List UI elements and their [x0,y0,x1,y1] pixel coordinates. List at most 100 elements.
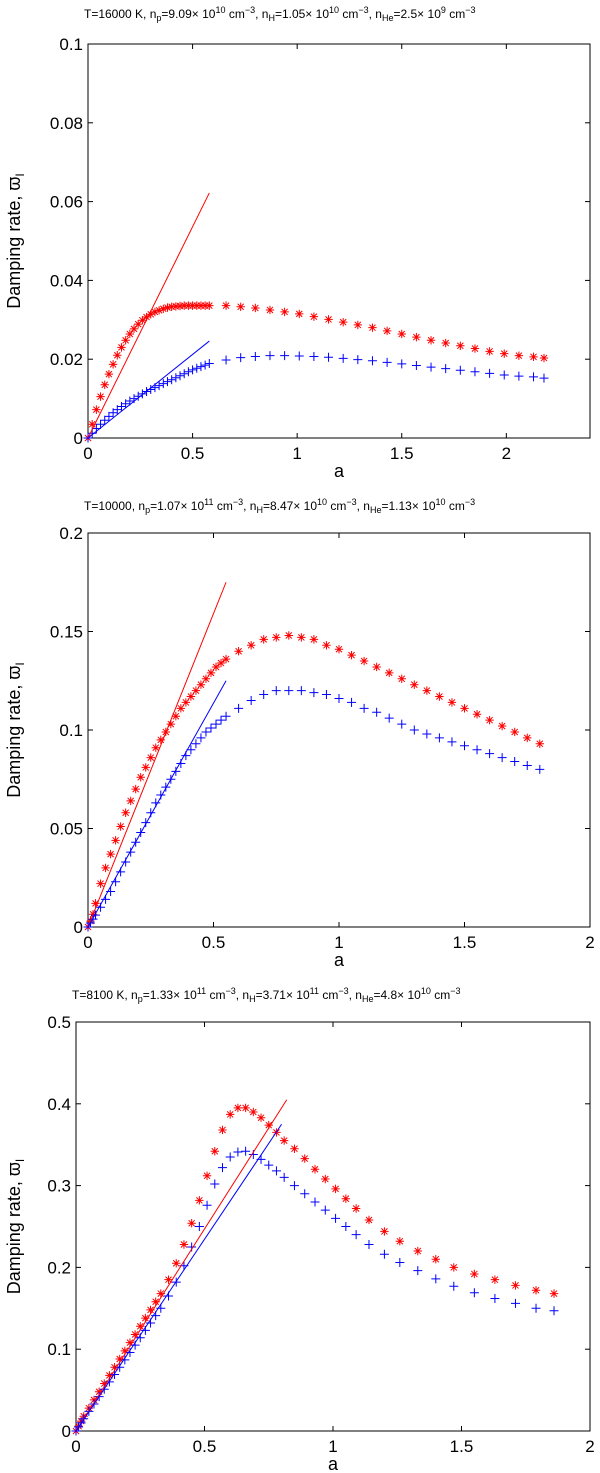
data-point-plus [280,351,290,361]
data-point-star [279,1136,289,1145]
chart-title-part: 11 [204,497,213,507]
data-point-plus [294,351,304,361]
data-point-plus [154,381,164,391]
data-point-star [96,392,105,401]
data-point-star [511,1281,520,1290]
chart-title-part: −3 [465,5,475,15]
axes-box [87,43,591,439]
data-point-plus [353,355,363,365]
data-point-star [191,686,201,695]
data-point-plus [382,357,392,367]
data-point-plus [133,391,143,401]
chart-title-part: −3 [338,986,348,996]
data-point-star [134,319,143,329]
data-point-star [91,899,100,908]
data-point-star [341,1194,351,1203]
data-point-plus [441,364,451,374]
chart-title-part: 10 [421,986,431,996]
data-point-plus [196,362,206,372]
red-star-series [83,631,544,932]
y-tick-label: 0.05 [50,820,83,839]
data-point-plus [485,368,495,378]
data-point-plus [434,733,444,743]
data-point-plus [529,372,539,382]
chart-title-part: , n [236,988,249,1002]
data-point-star [397,329,406,339]
data-point-plus [161,782,171,792]
data-point-star [138,315,147,325]
data-point-plus [309,351,319,361]
data-point-plus [320,1205,330,1215]
data-point-star [146,1305,155,1315]
data-point-star [324,315,333,324]
data-point-plus [175,371,185,381]
y-tick-label: 0.1 [59,721,83,740]
data-point-star [166,719,176,729]
red-line [75,1099,288,1432]
data-point-plus [531,1303,541,1313]
data-point-star [431,1255,440,1264]
data-point-plus [510,757,520,767]
data-point-star [351,1204,361,1213]
data-point-plus [384,713,394,723]
data-point-plus [137,389,147,399]
data-point-star [154,306,164,315]
data-point-star [246,641,256,650]
data-point-plus [472,745,482,755]
data-point-star [181,698,191,707]
data-point-star [100,380,109,390]
chart-title-part: cm [339,7,358,21]
chart-title: T=8100 K, np=1.33× 1011 cm−3, nH=3.71× 1… [72,986,460,1004]
x-tick-label: 0.5 [202,933,226,952]
data-point-plus [216,715,226,725]
data-point-star [126,796,135,806]
x-tick-label: 1.5 [390,444,414,463]
data-point-star [100,1379,109,1388]
data-point-star [201,674,211,683]
data-point-star [514,351,524,360]
y-tick-label: 0.4 [47,1095,71,1114]
data-point-star [205,301,214,310]
data-point-plus [265,351,275,361]
chart-title-part: H [256,505,263,515]
data-point-star [125,329,135,339]
data-point-star [500,349,509,358]
data-point-plus [259,690,269,700]
fit-line [87,192,210,439]
data-point-plus [246,695,256,705]
data-point-plus [221,711,231,721]
y-axis-label-subscript: I [13,662,27,665]
data-point-star [101,863,110,873]
data-point-plus [449,1281,459,1291]
chart-title-part: −3 [450,986,460,996]
data-point-star [412,332,421,342]
data-point-star [151,1297,160,1306]
data-point-plus [126,847,136,857]
y-tick-label: 0.2 [59,524,83,543]
data-point-star [470,344,480,353]
data-point-star [397,674,406,683]
data-point-star [272,633,281,642]
x-tick-label: 0 [83,933,92,952]
chart-title-part: cm [327,499,346,513]
data-point-plus [146,385,156,395]
data-point-star [284,631,293,640]
x-tick-label: 1 [334,933,343,952]
x-tick-label: 0 [83,444,92,463]
data-point-plus [96,419,106,429]
data-point-star [92,405,101,414]
data-point-star [211,662,221,672]
chart-title-part: 10 [215,5,225,15]
y-tick-label: 0.06 [50,193,83,212]
data-point-plus [422,729,432,739]
data-point-plus [210,1179,220,1189]
chart-title-part: 10 [317,497,327,507]
y-tick-label: 0 [74,429,83,448]
data-point-plus [409,725,419,735]
data-point-star [210,1147,219,1156]
data-point-star [136,773,145,782]
chart-title-part: cm [446,499,465,513]
data-point-star [202,1171,212,1180]
blue-plus-series [71,1146,559,1436]
